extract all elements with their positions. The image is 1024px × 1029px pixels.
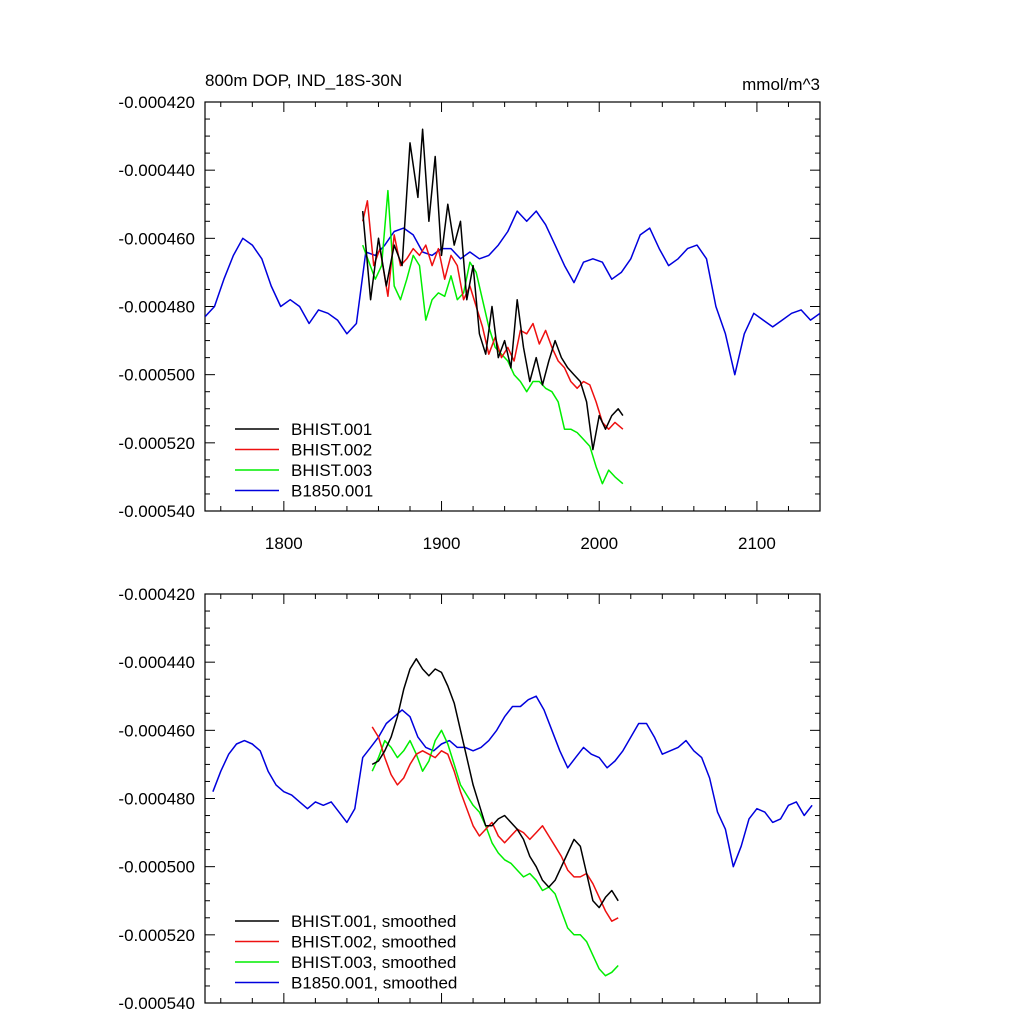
y-tick-label: -0.000540 [118,994,195,1013]
x-tick-label: 1900 [423,534,461,553]
legend-entry: BHIST.002, smoothed [291,933,456,952]
y-tick-label: -0.000480 [118,298,195,317]
y-tick-label: -0.000520 [118,434,195,453]
y-tick-label: -0.000520 [118,926,195,945]
y-tick-label: -0.000440 [118,653,195,672]
legend-entry: B1850.001 [291,482,373,501]
series-line-bhist-002-smoothed [371,726,619,922]
y-tick-label: -0.000460 [118,229,195,248]
y-tick-label: -0.000540 [118,502,195,521]
y-tick-label: -0.000420 [118,585,195,604]
y-tick-label: -0.000460 [118,721,195,740]
x-tick-label: 2000 [580,534,618,553]
series-line-bhist-002 [361,200,624,430]
legend-entry: BHIST.002 [291,441,372,460]
legend-entry: BHIST.003, smoothed [291,953,456,972]
y-tick-label: -0.000480 [118,790,195,809]
x-tick-label: 1800 [265,534,303,553]
panel-1: -0.000420 -0.000440 -0.000460 -0.000480 -0.0… [118,71,821,553]
legend-entry: B1850.001, smoothed [291,974,457,993]
legend-entry: BHIST.001, smoothed [291,912,456,931]
series-line-bhist-001 [361,128,624,451]
y-tick-label: -0.000440 [118,161,195,180]
units-label: mmol/m^3 [742,75,820,94]
y-tick-label: -0.000500 [118,366,195,385]
chart-title: 800m DOP, IND_18S-30N [205,71,402,90]
y-tick-label: -0.000420 [118,93,195,112]
legend-entry: BHIST.003 [291,461,372,480]
series-line-b1850-001-smoothed [212,695,813,868]
x-tick-label: 2100 [738,534,776,553]
legend-entry: BHIST.001 [291,420,372,439]
series-line-bhist-003-smoothed [371,729,619,977]
series-line-b1850-001 [205,210,820,376]
series-line-bhist-001-smoothed [371,658,619,909]
y-tick-label: -0.000500 [118,858,195,877]
series-line-bhist-003 [361,189,624,485]
panel-2: -0.000420 -0.000440 -0.000460 -0.000480 -0.0… [118,585,821,1013]
